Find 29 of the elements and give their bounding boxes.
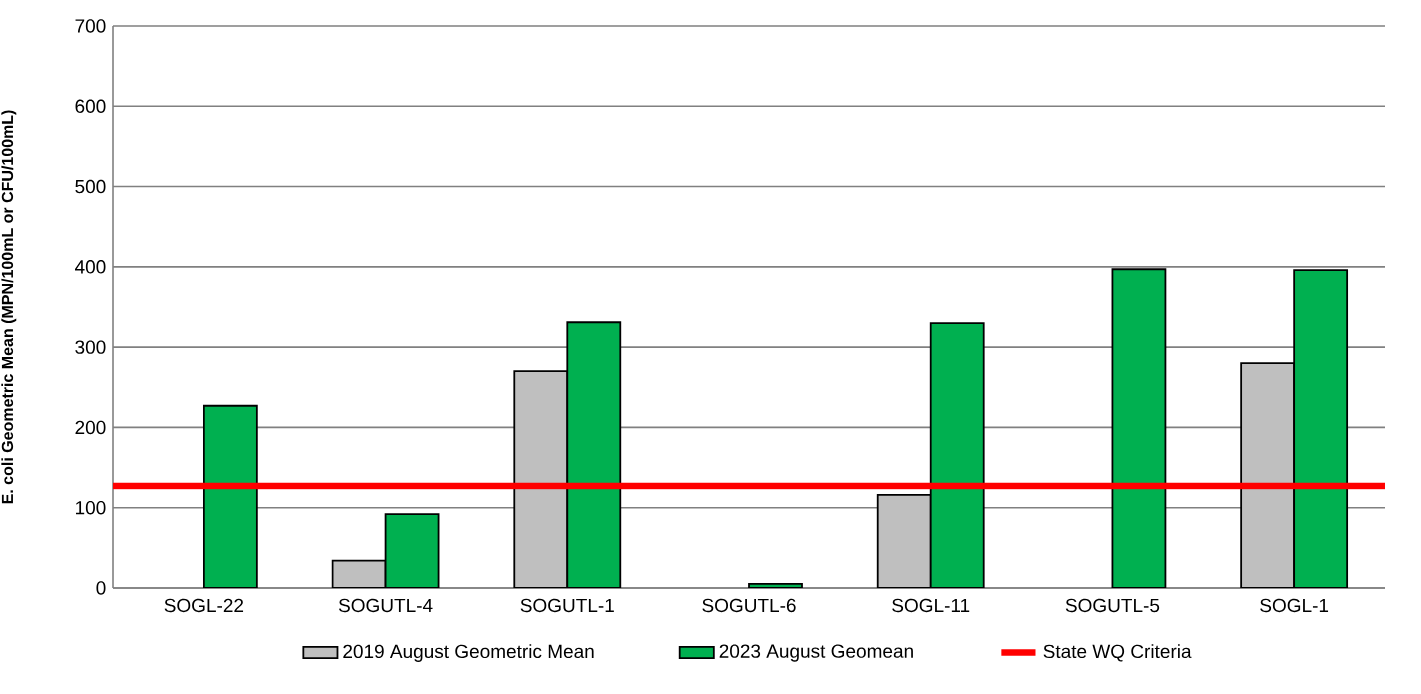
y-tick-label: 600	[75, 99, 106, 113]
bar	[202, 404, 258, 588]
x-tick-label: SOGUTL-1	[520, 598, 614, 613]
x-tick-label: SOGUTL-4	[338, 598, 433, 613]
y-tick-label: 0	[96, 581, 106, 595]
legend-label: 2023 August Geomean	[719, 644, 913, 662]
bar	[566, 321, 622, 588]
bar	[1293, 269, 1349, 588]
y-tick-label: 500	[75, 179, 106, 194]
bar	[331, 559, 387, 588]
bar	[513, 370, 569, 588]
y-tick-label: 300	[75, 340, 106, 354]
bar	[1111, 268, 1167, 588]
bar	[929, 322, 985, 588]
y-tick-label: 400	[75, 260, 106, 274]
x-tick-label: SOGUTL-5	[1065, 598, 1160, 613]
y-tick-label: 200	[75, 420, 106, 435]
x-tick-label: SOGL-11	[892, 598, 970, 613]
y-tick-label: 100	[76, 500, 106, 515]
y-tick-label: 700	[75, 19, 106, 33]
x-tick-label: SOGL-22	[164, 598, 244, 613]
bar	[1240, 362, 1296, 588]
x-tick-label: SOGUTL-6	[702, 598, 796, 613]
bar	[384, 513, 440, 588]
y-axis-title: E. coli Geometric Mean (MPN/100mL or CFU/100mL)	[1, 110, 17, 504]
legend-label: 2019 August Geometric Mean	[343, 644, 594, 662]
bar	[876, 493, 932, 588]
x-tick-label: SOGL-1	[1260, 598, 1329, 613]
legend-label: State WQ Criteria	[1043, 644, 1192, 662]
